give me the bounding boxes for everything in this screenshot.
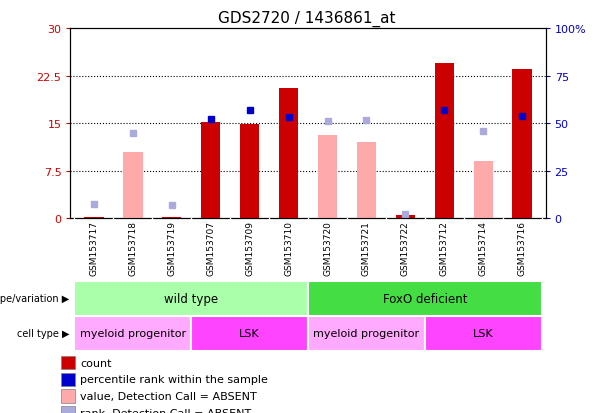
Bar (395, 216, 415, 219)
Text: myeloid progenitor: myeloid progenitor (80, 328, 186, 339)
Text: value, Detection Call = ABSENT: value, Detection Call = ABSENT (80, 391, 257, 401)
Bar (240, 125, 259, 219)
Bar (162, 218, 181, 219)
Bar (191, 316, 308, 351)
Bar (123, 152, 143, 219)
Bar (512, 70, 532, 219)
Bar (308, 316, 425, 351)
Bar (425, 316, 542, 351)
Text: genotype/variation ▶: genotype/variation ▶ (0, 293, 69, 304)
Text: percentile rank within the sample: percentile rank within the sample (80, 375, 268, 385)
Text: count: count (80, 358, 112, 368)
Bar (435, 64, 454, 219)
Text: cell type ▶: cell type ▶ (17, 328, 69, 339)
Bar (318, 135, 337, 219)
Bar (74, 316, 191, 351)
Bar (61, 406, 75, 413)
Bar (201, 123, 221, 219)
Bar (74, 281, 308, 316)
Bar (279, 89, 299, 219)
Text: wild type: wild type (164, 292, 218, 305)
Bar (357, 143, 376, 219)
Bar (61, 373, 75, 386)
Text: LSK: LSK (473, 328, 493, 339)
Text: GDS2720 / 1436861_at: GDS2720 / 1436861_at (218, 10, 395, 26)
Text: FoxO deficient: FoxO deficient (383, 292, 467, 305)
Bar (61, 356, 75, 370)
Bar (473, 162, 493, 219)
Text: myeloid progenitor: myeloid progenitor (313, 328, 419, 339)
Text: LSK: LSK (239, 328, 260, 339)
Bar (61, 389, 75, 403)
Bar (308, 281, 542, 316)
Text: rank, Detection Call = ABSENT: rank, Detection Call = ABSENT (80, 408, 251, 413)
Bar (84, 218, 104, 219)
